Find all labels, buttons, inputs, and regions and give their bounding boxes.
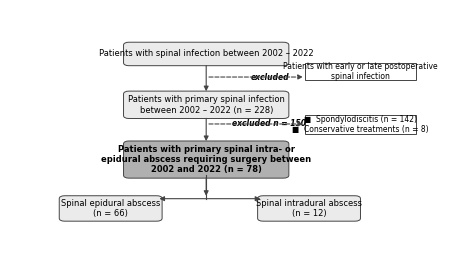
Text: Patients with primary spinal intra- or
epidural abscess requiring surgery betwee: Patients with primary spinal intra- or e… <box>101 145 311 174</box>
Text: Patients with spinal infection between 2002 – 2022: Patients with spinal infection between 2… <box>99 50 313 58</box>
Text: Patients with early or late postoperative
spinal infection: Patients with early or late postoperativ… <box>283 62 438 81</box>
FancyBboxPatch shape <box>305 115 416 134</box>
Text: excluded n = 150: excluded n = 150 <box>232 119 306 129</box>
FancyBboxPatch shape <box>305 63 416 80</box>
FancyBboxPatch shape <box>124 42 289 66</box>
Text: Spinal intradural abscess
(n = 12): Spinal intradural abscess (n = 12) <box>256 199 362 218</box>
Text: Patients with primary spinal infection
between 2002 – 2022 (n = 228): Patients with primary spinal infection b… <box>128 95 284 115</box>
Text: excluded: excluded <box>251 73 290 82</box>
Text: Spinal epidural abscess
(n = 66): Spinal epidural abscess (n = 66) <box>61 199 160 218</box>
FancyBboxPatch shape <box>124 91 289 118</box>
FancyBboxPatch shape <box>59 196 162 221</box>
FancyBboxPatch shape <box>258 196 360 221</box>
Text: ■  Spondylodiscitis (n = 142)
■  Conservative treatments (n = 8): ■ Spondylodiscitis (n = 142) ■ Conservat… <box>292 115 429 134</box>
FancyBboxPatch shape <box>124 141 289 178</box>
